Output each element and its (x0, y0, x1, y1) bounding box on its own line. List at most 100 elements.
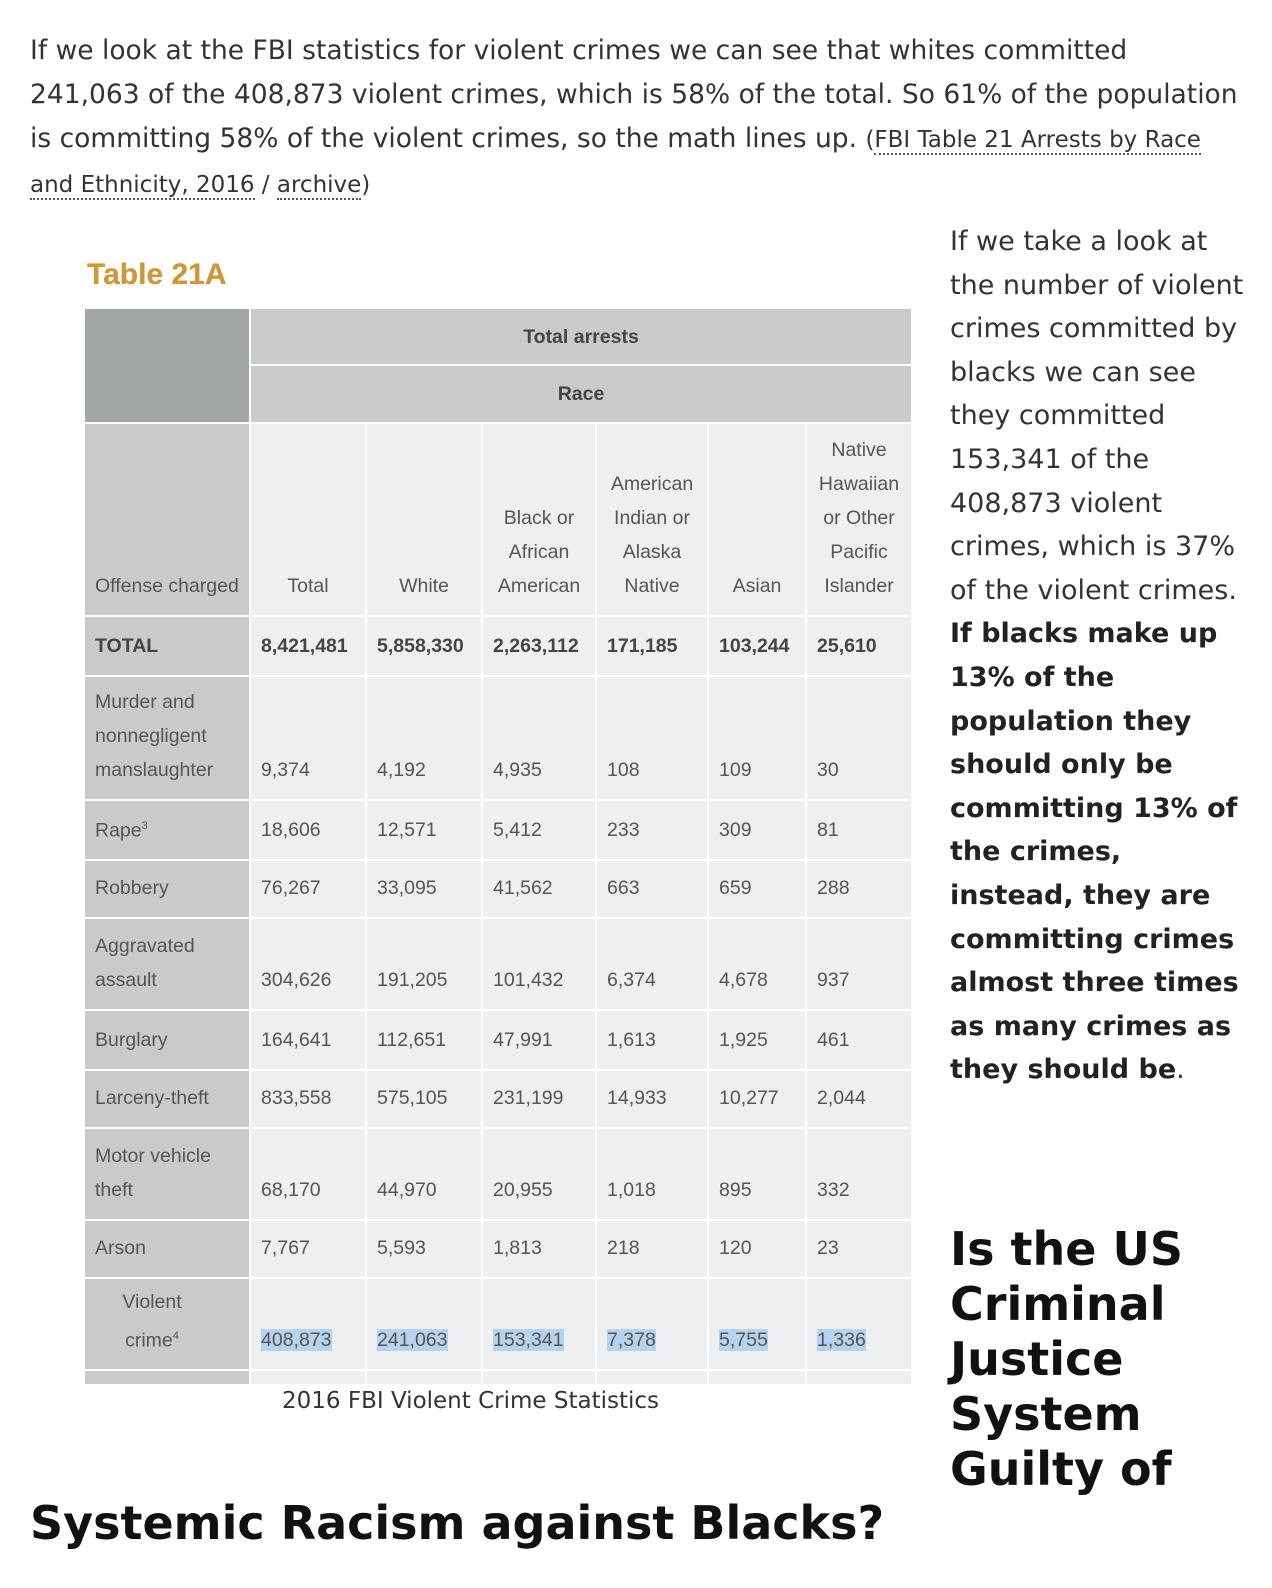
header-race: Race (249, 364, 913, 424)
value-cell: 41,562 (481, 859, 597, 919)
value-cell: 2,263,112 (481, 615, 597, 677)
value: 5,858,330 (377, 635, 464, 657)
value: 153,341 (493, 1329, 564, 1351)
value: 14,933 (607, 1087, 667, 1109)
table-title: Table 21A (87, 258, 227, 291)
value: 663 (607, 877, 640, 899)
table-row: Murder and nonnegligent manslaughter 9,37… (83, 675, 913, 801)
table-row: Burglary 164,641 112,651 47,991 1,613 1,925 46… (83, 1009, 913, 1071)
value: 309 (719, 819, 752, 841)
fbi-table-link[interactable]: FBI Table 21 Arrests by Race and Ethnici… (30, 126, 1201, 200)
offense-cell: Motor vehicle theft (83, 1127, 251, 1221)
value: 171,185 (607, 635, 678, 657)
value: 23 (817, 1237, 839, 1259)
value-cell: 241,063 (365, 1277, 483, 1371)
value: 12,571 (377, 819, 437, 841)
value: 218 (607, 1237, 640, 1259)
value-cell: 153,341 (481, 1277, 597, 1371)
value-cell: 4,935 (481, 675, 597, 801)
header-corner (83, 307, 251, 424)
value-cell: 5,412 (481, 799, 597, 861)
value-cell: 461 (805, 1009, 913, 1071)
empty-cell (83, 1369, 251, 1386)
empty-cell (249, 1369, 367, 1386)
value-cell: 18,606 (249, 799, 367, 861)
footnote-marker: 4 (172, 1329, 179, 1342)
value: 4,678 (719, 969, 768, 991)
empty-cell (595, 1369, 709, 1386)
offense-cell: Aggravated assault (83, 917, 251, 1011)
value: 44,970 (377, 1179, 437, 1201)
value: 164,641 (261, 1029, 332, 1051)
value: 103,244 (719, 635, 790, 657)
value-cell: 9,374 (249, 675, 367, 801)
value-cell: 1,613 (595, 1009, 709, 1071)
value: 5,593 (377, 1237, 426, 1259)
value-cell: 288 (805, 859, 913, 919)
value-cell: 5,593 (365, 1219, 483, 1279)
value-cell: 103,244 (707, 615, 807, 677)
value-cell: 47,991 (481, 1009, 597, 1071)
value: 5,412 (493, 819, 542, 841)
value: 304,626 (261, 969, 332, 991)
value-cell: 7,378 (595, 1277, 709, 1371)
value: 2,044 (817, 1087, 866, 1109)
value-cell: 309 (707, 799, 807, 861)
side-text: If we take a look at the number of viole… (950, 226, 1244, 606)
value: 6,374 (607, 969, 656, 991)
offense-label: Rape (95, 819, 142, 841)
value: 8,421,481 (261, 635, 348, 657)
value: 20,955 (493, 1179, 553, 1201)
value-cell: 937 (805, 917, 913, 1011)
value-cell: 895 (707, 1127, 807, 1221)
table-row: Violent crime4 408,873 241,063 153,341 7,378… (83, 1277, 913, 1371)
value-cell: 6,374 (595, 917, 709, 1011)
offense-cell: Murder and nonnegligent manslaughter (83, 675, 251, 801)
value-cell: 575,105 (365, 1069, 483, 1129)
value-cell: 231,199 (481, 1069, 597, 1129)
offense-cell: TOTAL (83, 615, 251, 677)
offense-label: Violent crime (122, 1290, 182, 1352)
value: 108 (607, 759, 640, 781)
value-cell: 25,610 (805, 615, 913, 677)
value-cell: 8,421,481 (249, 615, 367, 677)
value: 76,267 (261, 877, 321, 899)
value-cell: 12,571 (365, 799, 483, 861)
offense-label: Arson (95, 1237, 146, 1259)
offense-cell: Arson (83, 1219, 251, 1279)
value: 233 (607, 819, 640, 841)
column-header: Total (249, 422, 367, 617)
intro-paragraph: If we look at the FBI statistics for vio… (30, 29, 1245, 207)
value-cell: 191,205 (365, 917, 483, 1011)
table-row: Motor vehicle theft 68,170 44,970 20,955 1,0… (83, 1127, 913, 1221)
value: 241,063 (377, 1329, 448, 1351)
separator: / (254, 171, 277, 198)
value-cell: 68,170 (249, 1127, 367, 1221)
value: 1,018 (607, 1179, 656, 1201)
value-cell: 112,651 (365, 1009, 483, 1071)
value-cell: 14,933 (595, 1069, 709, 1129)
value-cell: 120 (707, 1219, 807, 1279)
value: 109 (719, 759, 752, 781)
value: 68,170 (261, 1179, 321, 1201)
value-cell: 76,267 (249, 859, 367, 919)
empty-cell (365, 1369, 483, 1386)
value-cell: 1,336 (805, 1277, 913, 1371)
side-paragraph: If we take a look at the number of viole… (950, 220, 1250, 1092)
value-cell: 101,432 (481, 917, 597, 1011)
intro-text: If we look at the FBI statistics for vio… (30, 34, 1238, 154)
value-cell: 5,755 (707, 1277, 807, 1371)
value: 7,378 (607, 1329, 656, 1351)
value-cell: 171,185 (595, 615, 709, 677)
paren: ( (865, 126, 875, 153)
table-row: TOTAL 8,421,481 5,858,330 2,263,112 171,185 1… (83, 615, 913, 677)
value: 7,767 (261, 1237, 310, 1259)
archive-link[interactable]: archive (276, 171, 362, 200)
article-heading-part1: Is the US Criminal Justice System Guilty… (950, 1222, 1183, 1496)
value-cell: 33,095 (365, 859, 483, 919)
period: . (1176, 1054, 1185, 1086)
offense-cell: Rape3 (83, 799, 251, 861)
value: 1,613 (607, 1029, 656, 1051)
footnote-marker: 3 (141, 819, 148, 832)
value-cell: 4,192 (365, 675, 483, 801)
